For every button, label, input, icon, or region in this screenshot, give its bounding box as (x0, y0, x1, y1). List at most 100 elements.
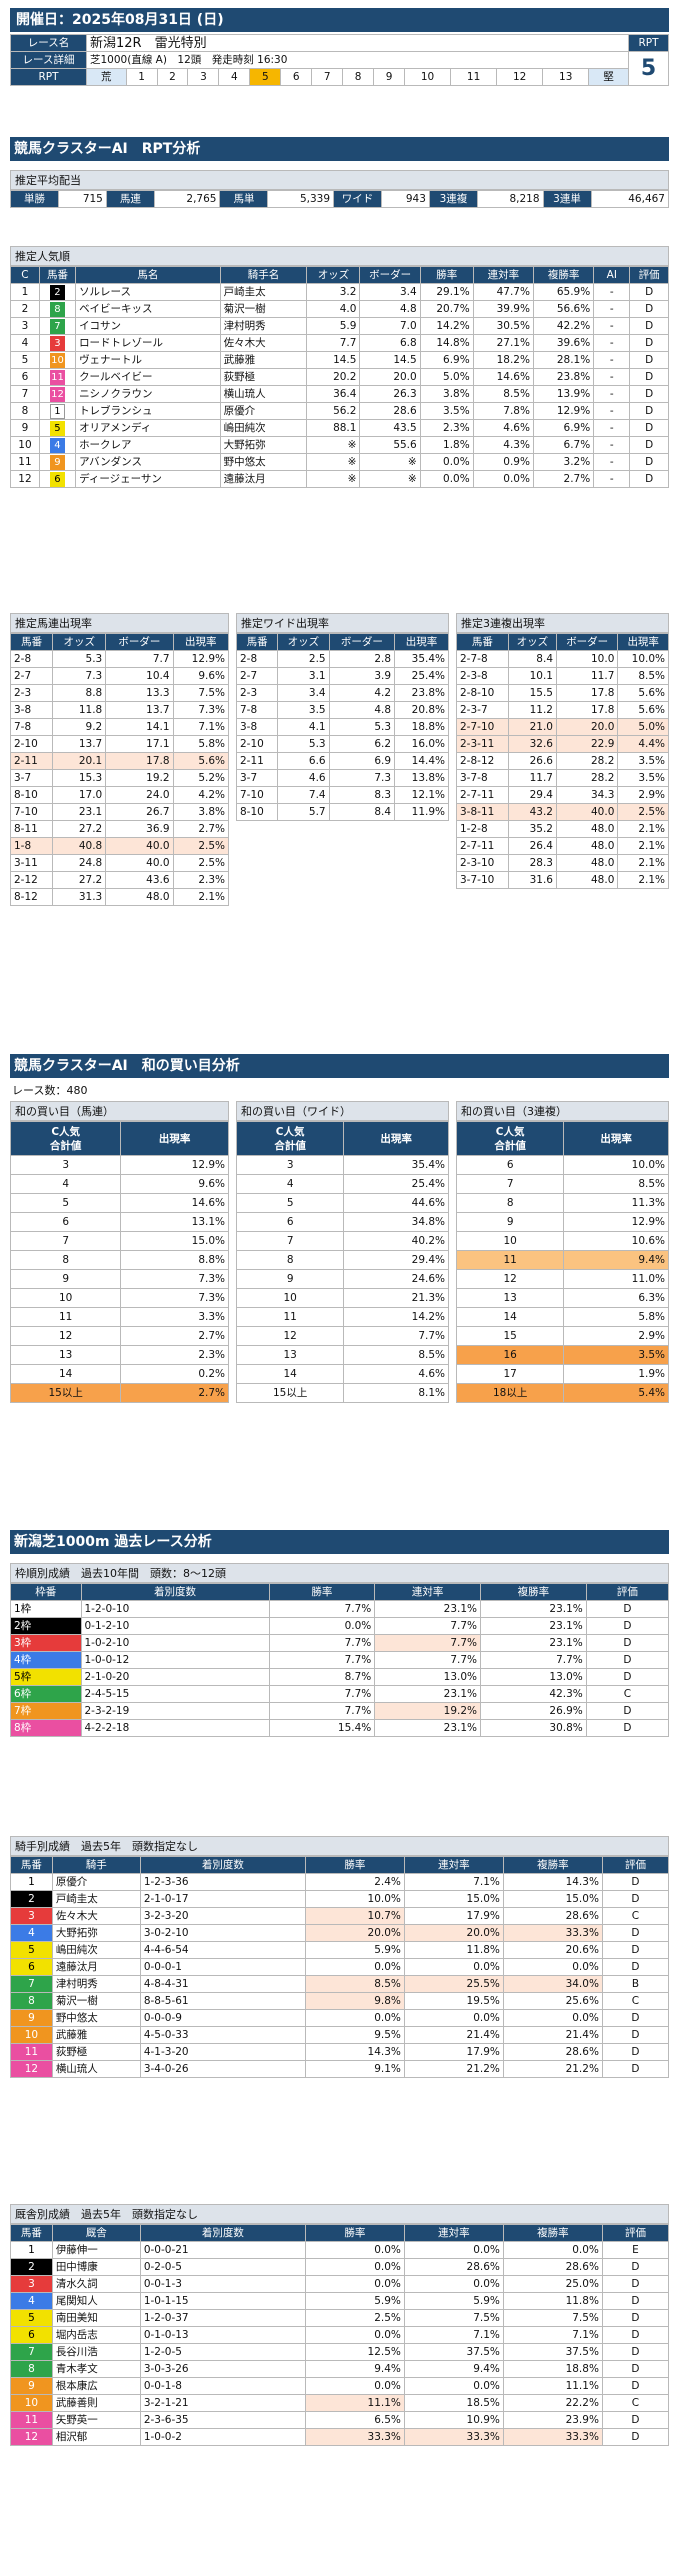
umaren-cell: 2-7 (9, 667, 54, 685)
ninki-cell: 佐々木大 (219, 334, 308, 352)
header-table: レース名 新潟12R 雷光特別 RPT レース詳細 芝1000(直線 A) 12… (10, 34, 669, 86)
ninki-cell: トレブランシュ (75, 402, 221, 420)
ninki-col-header: 複勝率 (532, 266, 595, 284)
table-row: 2-8 2.5 2.8 35.4% (235, 650, 449, 668)
ninki-cell: - (593, 402, 631, 420)
ninki-col-header: 連対率 (472, 266, 534, 284)
ninki-cell: 菊沢一樹 (219, 300, 308, 318)
section-rpt-analysis: 競馬クラスターAI RPT分析 (10, 137, 669, 161)
table-row: 7-8 3.5 4.8 20.8% (235, 701, 449, 719)
umaren-cell: 9.6% (172, 667, 230, 685)
ninki-cell: D (629, 419, 669, 437)
kishu-cell: 津村明秀 (51, 1975, 141, 1993)
umaren-cell: 3-8 (9, 701, 54, 719)
umaren-cell: 8-11 (9, 820, 54, 838)
horse-number-cell: 7 (10, 1975, 53, 1993)
ninki-cell: 23.8% (532, 368, 595, 386)
wa_3renpuku-cell: 2.9% (563, 1326, 669, 1346)
kyusha-cell: 0.0% (304, 2241, 405, 2259)
horse-number-badge: 3 (49, 335, 65, 351)
sanrenpuku-cell: 2.1% (617, 854, 669, 872)
ninki-cell: D (629, 334, 669, 352)
horse-number-badge: 12 (49, 386, 65, 402)
umaren-title: 推定馬連出現率 (10, 613, 229, 633)
kyusha-cell: 南田美知 (51, 2309, 141, 2327)
horse-number-badge: 10 (49, 352, 65, 368)
table-row: 3-7-10 31.6 48.0 2.1% (456, 871, 669, 889)
kishu-cell: 11.8% (403, 1941, 504, 1959)
table-row: 16 3.5% (455, 1345, 669, 1365)
wa_3renpuku-cell: 8.5% (563, 1174, 669, 1194)
kyusha-col-header: 厩舎 (51, 2224, 141, 2242)
ninki-cell: 36.4 (306, 385, 361, 403)
ninki-cell: 10 (10, 436, 40, 454)
wide-cell: 6.9 (328, 752, 396, 770)
kishu-cell: 15.0% (502, 1890, 603, 1908)
haitou-label: ワイド (333, 190, 383, 208)
sanrenpuku-cell: 31.6 (507, 871, 558, 889)
kishu-cell: 4-1-3-20 (139, 2043, 306, 2061)
ninki-cell: クールベイビー (75, 368, 221, 386)
sanrenpuku-cell: 15.5 (507, 684, 558, 702)
kishu-cell: 0.0% (502, 1958, 603, 1976)
wide-cell: 2-7 (235, 667, 279, 685)
ninki-cell: 65.9% (532, 283, 595, 301)
sanrenpuku-cell: 3-7-8 (456, 769, 509, 787)
umaren-cell: 13.7 (105, 701, 174, 719)
ninki-cell: イコサン (75, 317, 221, 335)
sanrenpuku-cell: 21.0 (507, 718, 558, 736)
ninki-cell: ※ (359, 470, 421, 488)
waku-cell: 23.1% (374, 1685, 481, 1703)
kishu-cell: 横山琉人 (51, 2060, 141, 2078)
ninki-cell: 4 (10, 334, 40, 352)
table-row: 2-3-10 28.3 48.0 2.1% (456, 854, 669, 872)
horse-number-cell: 11 (10, 2411, 53, 2429)
ninki-cell: D (629, 470, 669, 488)
ninki-cell: 14.8% (419, 334, 474, 352)
wa_umaren-cell: 5 (9, 1193, 122, 1213)
wide-cell: 8.3 (328, 786, 396, 804)
table-row: 2-8-10 15.5 17.8 5.6% (456, 684, 669, 702)
kyusha-cell: 33.3% (403, 2428, 504, 2446)
kishu-cell: 8.5% (304, 1975, 405, 1993)
waku-header: 枠番 着別度数 勝率 連対率 複勝率 評価 (10, 1583, 670, 1601)
table-row: 3 7 イコサン 津村明秀 5.9 7.0 14.2% 30.5% 42.2% - D (10, 317, 669, 335)
umaren-cell: 40.8 (52, 837, 107, 855)
umaren-cell: 13.7 (52, 735, 107, 753)
kishu-cell: 21.2% (403, 2060, 504, 2078)
kishu-cell: 9.8% (304, 1992, 405, 2010)
table-row: 8 青木孝文 3-0-3-26 9.4% 9.4% 18.8% D (10, 2360, 670, 2378)
umaren-cell: 7.1% (172, 718, 230, 736)
ninki-cell: 9 (38, 453, 77, 471)
waku-cell: 0.0% (268, 1617, 376, 1635)
wa_3renpuku-cell: 3.5% (563, 1345, 669, 1365)
haitou-label: 馬単 (219, 190, 269, 208)
table-row: 5 嶋田純次 4-4-6-54 5.9% 11.8% 20.6% D (10, 1941, 670, 1959)
wide-cell: 3-8 (235, 718, 279, 736)
waku-cell: 19.2% (374, 1702, 481, 1720)
table-row: 5 南田美知 1-2-0-37 2.5% 7.5% 7.5% D (10, 2309, 670, 2327)
table-row: 3-7 15.3 19.2 5.2% (9, 769, 230, 787)
kishu-cell: D (601, 1924, 670, 1942)
wide-cell: 5.3 (277, 735, 330, 753)
sanrenpuku-cell: 3.5% (617, 752, 669, 770)
wa_wide-cell: 5 (235, 1193, 345, 1213)
horse-number-badge: 9 (49, 454, 65, 470)
kyusha-cell: 18.5% (403, 2394, 504, 2412)
table-row: 2枠 0-1-2-10 0.0% 7.7% 23.1% D (10, 1617, 670, 1635)
kishu-cell: D (601, 1958, 670, 1976)
waku-cell: 7.7% (268, 1702, 376, 1720)
wa_3renpuku-cell: 10.6% (563, 1231, 669, 1251)
table-row: 8 29.4% (235, 1250, 449, 1270)
umaren-cell: 31.3 (52, 888, 107, 906)
wide-cell: 5.7 (277, 803, 330, 821)
table-row: 9 根本康広 0-0-1-8 0.0% 0.0% 11.1% D (10, 2377, 670, 2395)
table-row: 3-11 24.8 40.0 2.5% (9, 854, 230, 872)
ninki-cell: ディージェーサン (75, 470, 221, 488)
horse-number-cell: 8 (10, 2360, 53, 2378)
kishu-cell: 21.4% (502, 2026, 603, 2044)
sanrenpuku-cell: 28.2 (555, 769, 619, 787)
wa-umaren-block: 和の買い目（馬連） C人気 合計値 出現率 3 12.9% 4 9.6% 5 14.6% 6 13… (9, 1101, 229, 1403)
ninki-cell: 10 (38, 351, 77, 369)
ninki-cell: 荻野極 (219, 368, 308, 386)
